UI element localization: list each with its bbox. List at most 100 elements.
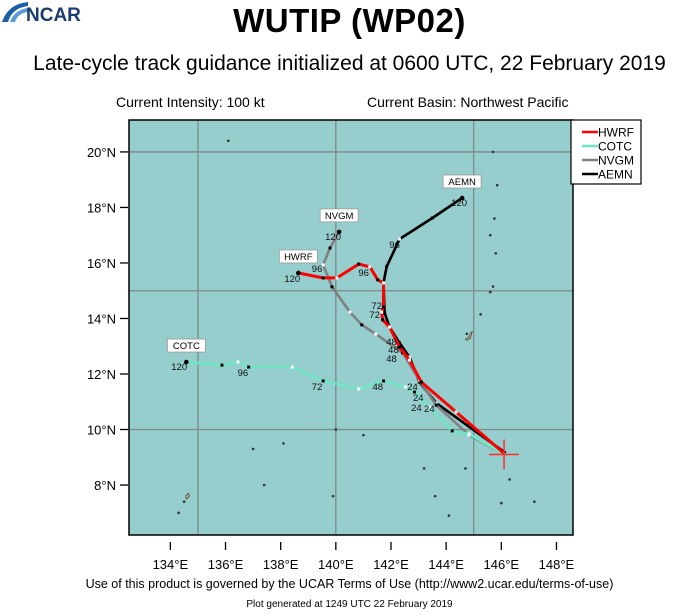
current-basin: Current Basin: Northwest Pacific: [367, 94, 569, 110]
island: [433, 494, 437, 498]
forecast-hour-label: 96: [238, 368, 249, 379]
y-tick-label: 16°N: [87, 256, 116, 271]
x-tick-label: 142°E: [373, 557, 409, 572]
island: [362, 433, 365, 437]
track-point: [321, 379, 325, 383]
track-end-point: [184, 359, 189, 365]
track-point: [398, 237, 402, 241]
guam-island: [464, 331, 473, 341]
track-point: [328, 246, 332, 250]
ncar-logo: NCAR: [2, 2, 81, 24]
island: [488, 233, 492, 237]
x-tick-label: 136°E: [208, 557, 244, 572]
track-point: [407, 358, 411, 362]
island: [262, 483, 266, 487]
island: [251, 447, 255, 451]
legend-label-hwrf: HWRF: [598, 126, 634, 140]
track-end-point: [459, 195, 465, 201]
track-point: [398, 345, 402, 349]
track-point: [450, 429, 454, 433]
island: [491, 285, 495, 288]
palau-island: [185, 492, 190, 500]
forecast-hour-label: 48: [372, 382, 383, 393]
island: [182, 500, 186, 503]
terms-of-use: Use of this product is governed by the U…: [85, 577, 614, 591]
x-tick-label: 148°E: [539, 557, 575, 572]
track-point: [412, 390, 416, 394]
forecast-hour-label: 24: [424, 404, 435, 415]
track-point: [368, 265, 372, 269]
forecast-hour-label: 24: [411, 403, 422, 414]
plot-subtitle: Late-cycle track guidance initialized at…: [33, 52, 666, 75]
island: [422, 467, 426, 470]
track-point: [236, 360, 240, 364]
y-tick-label: 18°N: [87, 200, 116, 215]
island: [479, 313, 482, 316]
island: [495, 183, 499, 187]
forecast-hour-label: 48: [386, 337, 397, 348]
forecast-hour-label: 120: [284, 274, 300, 285]
track-point: [374, 332, 378, 336]
track-point: [434, 403, 438, 407]
forecast-hour-label: 96: [389, 240, 400, 251]
model-tag-box: [166, 338, 206, 353]
storm-title: WUTIP (WP02): [233, 2, 466, 39]
y-tick-label: 20°N: [87, 145, 116, 160]
x-tick-label: 144°E: [428, 557, 464, 572]
track-point: [383, 311, 387, 315]
track-point: [247, 365, 251, 369]
forecast-hour-label: 48: [386, 354, 397, 365]
track-point: [419, 380, 423, 384]
track-point: [382, 305, 386, 309]
track-point: [321, 263, 325, 267]
track-point: [454, 410, 458, 414]
model-tag-nvgm: NVGM: [325, 211, 354, 222]
track-nvgm: [321, 231, 507, 457]
forecast-hour-label: 24: [413, 393, 424, 404]
track-hwrf: [298, 262, 505, 455]
island: [491, 150, 495, 154]
track-point: [357, 262, 361, 266]
forecast-hour-label: 96: [358, 268, 369, 279]
y-tick-label: 12°N: [87, 367, 116, 382]
island: [334, 428, 338, 431]
island: [226, 139, 230, 143]
track-point: [382, 281, 386, 285]
island: [177, 511, 180, 515]
x-tick-label: 140°E: [318, 557, 354, 572]
model-tag-aemn: AEMN: [448, 177, 476, 188]
legend-label-nvgm: NVGM: [598, 154, 634, 168]
plot-generated-time: Plot generated at 1249 UTC 22 February 2…: [246, 599, 453, 610]
island: [533, 500, 536, 503]
island: [331, 494, 335, 498]
track-point: [335, 276, 339, 280]
track-point: [380, 310, 384, 314]
track-point: [348, 310, 352, 314]
track-point: [321, 276, 325, 280]
track-end-point: [336, 229, 342, 235]
forecast-hour-label: 72: [312, 382, 323, 393]
track-point: [388, 325, 392, 329]
forecast-hour-label: 48: [388, 345, 399, 356]
track-point: [382, 379, 386, 383]
model-tag-box: [442, 174, 482, 189]
forecast-hour-label: 72: [369, 310, 380, 321]
track-point: [427, 405, 431, 409]
legend-label-cotc: COTC: [598, 140, 632, 154]
y-tick-label: 8°N: [94, 478, 116, 493]
island: [494, 251, 498, 255]
x-tick-label: 134°E: [153, 557, 189, 572]
ncar-logo-text: NCAR: [26, 5, 81, 24]
forecast-hour-label: 96: [312, 264, 323, 275]
current-intensity: Current Intensity: 100 kt: [116, 94, 265, 110]
track-cotc: [186, 360, 507, 457]
model-tag-box: [319, 208, 359, 223]
track-point: [290, 365, 294, 369]
track-point: [398, 341, 402, 345]
track-point: [357, 387, 361, 391]
island: [488, 290, 492, 294]
model-tag-hwrf: HWRF: [284, 252, 313, 263]
legend-label-aemn: AEMN: [598, 168, 633, 182]
track-point: [376, 278, 380, 282]
